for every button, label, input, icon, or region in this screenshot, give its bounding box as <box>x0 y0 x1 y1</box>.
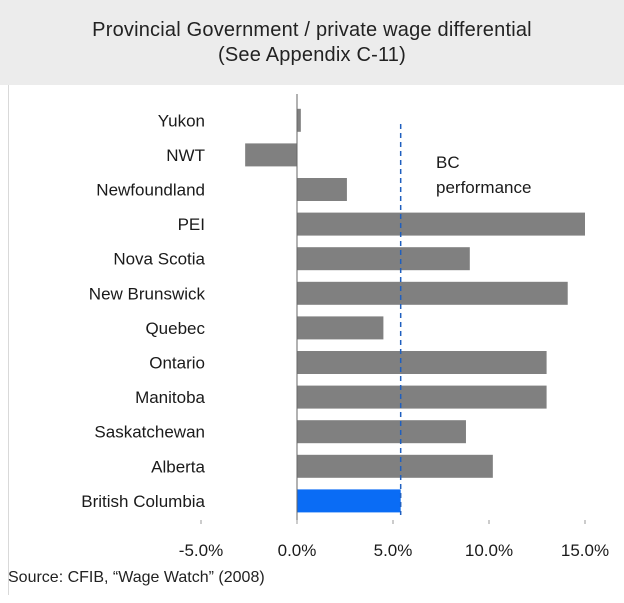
chart-title-band: Provincial Government / private wage dif… <box>0 0 624 85</box>
bar-saskatchewan <box>297 420 466 444</box>
category-label-pei: PEI <box>178 215 205 234</box>
left-border-rule <box>8 85 9 595</box>
bar-alberta <box>297 454 493 478</box>
bar-new-brunswick <box>297 281 568 305</box>
bar-chart: Yukon NWT Newfoundland PEI Nova Scotia New Br… <box>81 94 609 560</box>
bar-yukon <box>297 108 301 132</box>
reference-label-line1: BC <box>436 153 460 172</box>
bar-quebec <box>297 316 384 340</box>
bar-pei <box>297 212 585 236</box>
category-label-alberta: Alberta <box>151 457 205 476</box>
category-label-manitoba: Manitoba <box>135 388 205 407</box>
x-tick-label: 15.0% <box>561 541 609 560</box>
category-label-ontario: Ontario <box>149 354 205 373</box>
bar-nwt <box>245 143 297 167</box>
x-tick-label: -5.0% <box>179 541 223 560</box>
bar-manitoba <box>297 385 547 409</box>
reference-label-line2: performance <box>436 178 531 197</box>
x-tick-label: 10.0% <box>465 541 513 560</box>
source-note: Source: CFIB, “Wage Watch” (2008) <box>8 569 265 586</box>
x-tick-label: 0.0% <box>278 541 317 560</box>
category-label-new-brunswick: New Brunswick <box>89 284 206 303</box>
category-label-nova-scotia: Nova Scotia <box>113 250 205 269</box>
category-label-newfoundland: Newfoundland <box>96 181 205 200</box>
category-label-quebec: Quebec <box>145 319 205 338</box>
category-label-saskatchewan: Saskatchewan <box>94 423 205 442</box>
bar-british-columbia <box>297 489 401 513</box>
category-label-yukon: Yukon <box>158 111 205 130</box>
bar-ontario <box>297 351 547 374</box>
x-tick-label: 5.0% <box>374 541 413 560</box>
category-label-british-columbia: British Columbia <box>81 492 205 511</box>
chart-subtitle: (See Appendix C-11) <box>218 44 406 66</box>
chart-title: Provincial Government / private wage dif… <box>92 19 532 41</box>
category-label-nwt: NWT <box>166 146 205 165</box>
bar-nova-scotia <box>297 247 470 271</box>
bar-newfoundland <box>297 178 347 201</box>
